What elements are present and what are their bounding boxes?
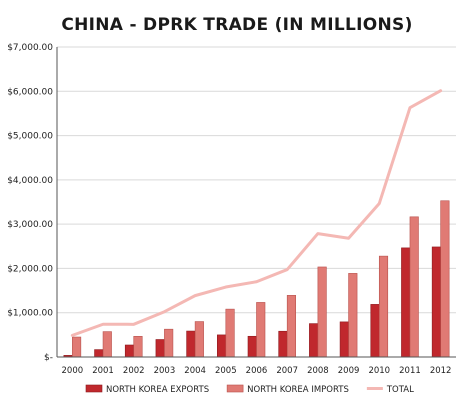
- y-tick-label: $2,000.00: [7, 264, 53, 274]
- x-axis-labels: 2000 2001 2002 2003 2004 2005 2006 2007 2008 2009…: [62, 366, 452, 376]
- bar-exports: [247, 335, 257, 358]
- bar-imports: [72, 336, 82, 358]
- y-tick-label: $6,000.00: [7, 87, 53, 97]
- bar-imports: [256, 302, 266, 358]
- x-tick-label: 2007: [276, 366, 298, 376]
- x-tick-label: 2005: [215, 366, 237, 376]
- x-tick-label: 2003: [154, 366, 176, 376]
- bar-imports: [286, 295, 296, 358]
- bar-exports: [401, 247, 411, 358]
- y-axis-labels: $- $1,000.00 $2,000.00 $3,000.00 $4,000.00 $5…: [7, 43, 53, 363]
- bar-exports: [339, 321, 349, 358]
- bar-imports: [225, 308, 235, 358]
- legend-label: TOTAL: [386, 385, 414, 395]
- x-tick-label: 2006: [246, 366, 268, 376]
- total-line: [70, 89, 443, 337]
- chart-title: CHINA - DPRK TRADE (IN MILLIONS): [61, 15, 412, 35]
- x-tick-label: 2000: [62, 366, 84, 376]
- legend-swatch-imports: [226, 384, 244, 393]
- bar-imports: [133, 336, 143, 358]
- y-tick-label: $7,000.00: [7, 43, 53, 53]
- bar-imports: [409, 216, 419, 358]
- bar-exports: [370, 304, 380, 358]
- legend-swatch-exports: [85, 384, 103, 393]
- x-tick-label: 2012: [430, 366, 452, 376]
- bar-exports: [431, 246, 441, 358]
- x-tick-label: 2001: [92, 366, 114, 376]
- total-line-path: [70, 89, 443, 337]
- x-tick-label: 2011: [399, 366, 421, 376]
- bar-exports: [309, 323, 319, 358]
- bar-exports: [186, 330, 196, 358]
- x-tick-label: 2010: [368, 366, 390, 376]
- bars: [63, 200, 450, 358]
- bar-imports: [194, 321, 204, 358]
- y-tick-label: $-: [44, 353, 53, 363]
- axes: [56, 47, 456, 358]
- bar-imports: [440, 200, 450, 358]
- bar-imports: [378, 255, 389, 358]
- y-tick-label: $5,000.00: [7, 132, 53, 142]
- bar-exports: [217, 334, 227, 358]
- y-tick-label: $3,000.00: [7, 220, 53, 230]
- y-tick-label: $4,000.00: [7, 176, 53, 186]
- bar-imports: [164, 328, 174, 358]
- legend-label: NORTH KOREA EXPORTS: [106, 385, 209, 395]
- y-tick-label: $1,000.00: [7, 309, 53, 319]
- gridlines: [57, 46, 456, 314]
- x-tick-label: 2002: [123, 366, 145, 376]
- legend-label: NORTH KOREA IMPORTS: [247, 385, 349, 395]
- x-tick-label: 2004: [184, 366, 206, 376]
- bar-imports: [348, 273, 358, 358]
- bar-imports: [317, 266, 327, 358]
- bar-exports: [94, 349, 104, 358]
- x-tick-label: 2008: [307, 366, 329, 376]
- legend: NORTH KOREA EXPORTS NORTH KOREA IMPORTS TO…: [85, 384, 414, 395]
- x-tick-label: 2009: [338, 366, 360, 376]
- bar-exports: [124, 344, 135, 358]
- bar-imports: [102, 331, 112, 358]
- bar-exports: [155, 339, 165, 358]
- bar-exports: [278, 330, 288, 358]
